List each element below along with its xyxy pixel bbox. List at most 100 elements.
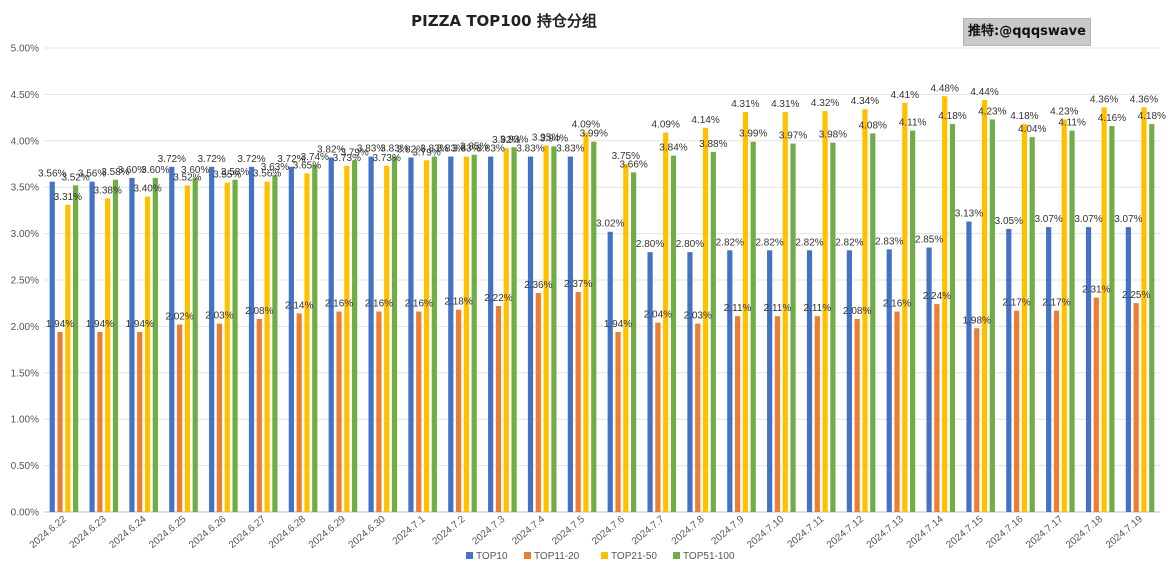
data-label: 3.56% — [38, 169, 66, 180]
bar — [1125, 227, 1131, 512]
data-label: 4.41% — [891, 90, 919, 101]
data-label: 2.16% — [883, 299, 911, 310]
bar — [152, 177, 158, 513]
data-label: 3.93% — [500, 134, 528, 145]
data-label: 4.09% — [652, 119, 680, 130]
bar — [981, 99, 988, 512]
bar — [1085, 227, 1092, 512]
data-label: 3.83% — [556, 144, 584, 155]
data-label: 1.94% — [86, 319, 114, 330]
data-label: 1.94% — [126, 319, 154, 330]
data-label: 2.16% — [405, 299, 433, 310]
bar — [144, 196, 151, 513]
bar — [926, 247, 932, 512]
bar — [89, 181, 95, 512]
data-label: 3.13% — [955, 209, 983, 220]
bar — [623, 164, 629, 512]
bar — [615, 331, 621, 512]
data-label: 2.82% — [755, 237, 783, 248]
y-tick-label: 2.50% — [11, 276, 39, 287]
bar — [248, 166, 255, 512]
data-label: 3.84% — [659, 143, 687, 154]
x-tick-label: 2024.7.10 — [745, 514, 786, 551]
bar — [264, 181, 270, 512]
bar — [607, 231, 613, 512]
data-label: 2.03% — [205, 311, 233, 322]
data-label: 3.60% — [118, 165, 146, 176]
data-label: 4.16% — [1098, 113, 1126, 124]
bar — [1053, 310, 1060, 512]
data-label: 4.23% — [1050, 106, 1078, 117]
bar — [408, 157, 414, 512]
bar — [782, 112, 788, 513]
bar — [1046, 227, 1052, 512]
bar — [1109, 125, 1115, 513]
x-axis-tick-labels: 2024.6.222024.6.232024.6.242024.6.252024… — [28, 514, 1146, 551]
bar — [177, 324, 183, 512]
data-label: 3.55% — [213, 170, 241, 181]
bar — [57, 331, 63, 512]
data-label: 4.18% — [938, 111, 966, 122]
bar — [750, 141, 756, 512]
data-label: 4.08% — [859, 120, 887, 131]
y-tick-label: 5.00% — [11, 44, 39, 55]
data-label: 2.16% — [365, 299, 393, 310]
y-tick-label: 0.00% — [11, 508, 39, 519]
x-tick-label: 2024.6.30 — [347, 514, 388, 551]
data-label: 2.36% — [524, 280, 552, 291]
bar — [495, 305, 502, 512]
bars — [49, 96, 1155, 513]
bar — [431, 156, 437, 513]
data-label: 2.80% — [636, 239, 664, 250]
data-label: 3.79% — [412, 147, 440, 158]
x-tick-label: 2024.7.16 — [984, 514, 1025, 551]
data-label: 4.23% — [978, 106, 1006, 117]
data-label: 3.52% — [173, 172, 201, 183]
data-label: 3.65% — [293, 160, 321, 171]
bar — [966, 221, 972, 512]
x-tick-label: 2024.7.14 — [905, 514, 946, 551]
gridlines — [44, 47, 1160, 513]
data-label: 2.11% — [764, 303, 792, 314]
x-tick-label: 2024.7.2 — [431, 514, 468, 548]
data-label: 3.66% — [619, 159, 647, 170]
data-label: 2.17% — [1002, 298, 1030, 309]
y-tick-label: 4.50% — [11, 90, 39, 101]
data-label: 3.95% — [532, 132, 560, 143]
data-label: 2.24% — [923, 291, 951, 302]
bar — [1101, 107, 1107, 512]
data-label: 4.32% — [811, 98, 839, 109]
data-label: 3.97% — [779, 131, 807, 142]
data-label: 3.07% — [1034, 214, 1062, 225]
x-tick-label: 2024.6.29 — [307, 514, 348, 551]
bar — [1093, 297, 1099, 512]
bar — [112, 179, 119, 512]
bar — [942, 96, 948, 513]
data-label: 3.74% — [301, 152, 329, 163]
x-tick-label: 2024.7.18 — [1064, 514, 1105, 551]
data-label: 2.18% — [444, 297, 472, 308]
bar — [216, 323, 223, 512]
x-tick-label: 2024.6.22 — [28, 514, 69, 551]
data-label: 3.72% — [158, 154, 186, 165]
bar — [416, 311, 422, 512]
data-label: 4.18% — [1138, 111, 1166, 122]
bar — [702, 127, 709, 513]
y-tick-label: 4.00% — [11, 136, 39, 147]
bar — [591, 141, 597, 512]
bar — [272, 175, 278, 513]
data-label: 3.85% — [460, 142, 488, 153]
bar — [790, 143, 796, 513]
data-label: 2.22% — [484, 293, 512, 304]
x-tick-label: 2024.7.12 — [825, 514, 866, 551]
data-label: 4.18% — [1010, 111, 1038, 122]
data-label: 2.82% — [795, 237, 823, 248]
legend-label: TOP11-20 — [534, 551, 580, 562]
data-label: 4.31% — [731, 99, 759, 110]
bar — [456, 309, 462, 512]
legend-label: TOP10 — [476, 551, 508, 562]
bar — [192, 177, 198, 513]
bar — [304, 173, 310, 512]
data-labels: 3.56%1.94%3.31%3.52%3.56%1.94%3.38%3.58%… — [38, 83, 1166, 330]
